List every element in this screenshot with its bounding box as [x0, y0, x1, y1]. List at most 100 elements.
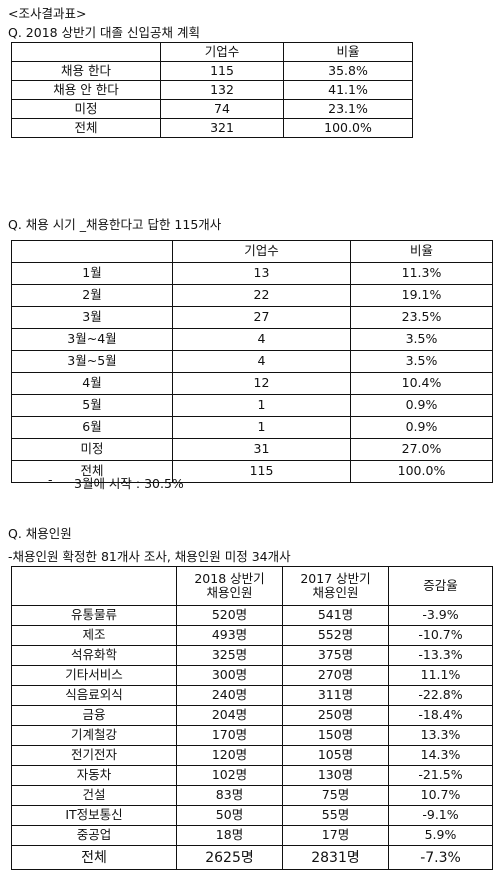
header-cell: 기업수 — [172, 240, 351, 263]
ratio: 27.0% — [350, 438, 493, 461]
header-cell — [11, 240, 173, 263]
headcount-2018: 102명 — [176, 765, 283, 786]
table-row: 채용 한다 115 35.8% — [11, 61, 413, 81]
change-rate: -7.3% — [388, 845, 493, 870]
industry: 식음료외식 — [11, 685, 177, 706]
change-rate: 11.1% — [388, 665, 493, 686]
header-2018: 2018 상반기 채용인원 — [176, 566, 283, 606]
headcount-2018: 300명 — [176, 665, 283, 686]
header-2017: 2017 상반기 채용인원 — [282, 566, 389, 606]
table-row: 금융 204명 250명 -18.4% — [11, 705, 493, 726]
industry: IT정보통신 — [11, 805, 177, 826]
headcount-2017: 75명 — [282, 785, 389, 806]
headcount-2018: 50명 — [176, 805, 283, 826]
headcount-2017: 375명 — [282, 645, 389, 666]
table-row: 미정 31 27.0% — [11, 438, 493, 461]
headcount-2017: 2831명 — [282, 845, 389, 870]
headcount-2018: 240명 — [176, 685, 283, 706]
industry: 전기전자 — [11, 745, 177, 766]
change-rate: -18.4% — [388, 705, 493, 726]
ratio: 3.5% — [350, 350, 493, 373]
headcount-2018: 83명 — [176, 785, 283, 806]
section1-title: Q. 2018 상반기 대졸 신입공채 계획 — [8, 25, 200, 40]
company-count: 115 — [160, 61, 284, 81]
table-row: 전기전자 120명 105명 14.3% — [11, 745, 493, 766]
ratio: 0.9% — [350, 416, 493, 439]
change-rate: -13.3% — [388, 645, 493, 666]
change-rate: 13.3% — [388, 725, 493, 746]
header-cell — [11, 42, 161, 62]
change-rate: -9.1% — [388, 805, 493, 826]
header-cell — [11, 566, 177, 606]
table-row: 전체 321 100.0% — [11, 118, 413, 138]
change-rate: -21.5% — [388, 765, 493, 786]
row-label: 채용 안 한다 — [11, 80, 161, 100]
headcount-2017: 552명 — [282, 625, 389, 646]
change-rate: -10.7% — [388, 625, 493, 646]
ratio: 10.4% — [350, 372, 493, 395]
row-label: 6월 — [11, 416, 173, 439]
change-rate: 10.7% — [388, 785, 493, 806]
table-row: 5월 1 0.9% — [11, 394, 493, 417]
company-count: 31 — [172, 438, 351, 461]
header-cell: 비율 — [350, 240, 493, 263]
row-label: 전체 — [11, 118, 161, 138]
table-header-row: 기업수 비율 — [11, 42, 413, 62]
row-label: 채용 한다 — [11, 61, 161, 81]
ratio: 19.1% — [350, 284, 493, 307]
table-row: 건설 83명 75명 10.7% — [11, 785, 493, 806]
ratio: 3.5% — [350, 328, 493, 351]
headcount-2018: 170명 — [176, 725, 283, 746]
industry: 전체 — [11, 845, 177, 870]
table-row: 3월~4월 4 3.5% — [11, 328, 493, 351]
row-label: 3월 — [11, 306, 173, 329]
hiring-plan-table: 기업수 비율 채용 한다 115 35.8% 채용 안 한다 132 41.1%… — [11, 42, 413, 138]
row-label: 3월~5월 — [11, 350, 173, 373]
industry: 금융 — [11, 705, 177, 726]
ratio: 41.1% — [283, 80, 413, 100]
table-row: 1월 13 11.3% — [11, 262, 493, 285]
industry: 제조 — [11, 625, 177, 646]
table-row: 석유화학 325명 375명 -13.3% — [11, 645, 493, 666]
company-count: 22 — [172, 284, 351, 307]
table-header-row: 기업수 비율 — [11, 240, 493, 263]
headcount-2018: 520명 — [176, 605, 283, 626]
table-row: 3월~5월 4 3.5% — [11, 350, 493, 373]
table-row: 중공업 18명 17명 5.9% — [11, 825, 493, 846]
table-row: 6월 1 0.9% — [11, 416, 493, 439]
table-row: 채용 안 한다 132 41.1% — [11, 80, 413, 100]
company-count: 27 — [172, 306, 351, 329]
hiring-timing-table: 기업수 비율 1월 13 11.3% 2월 22 19.1% 3월 27 23.… — [11, 240, 493, 483]
headcount-2017: 150명 — [282, 725, 389, 746]
headcount-2018: 493명 — [176, 625, 283, 646]
table-row: 2월 22 19.1% — [11, 284, 493, 307]
table-row: 제조 493명 552명 -10.7% — [11, 625, 493, 646]
headcount-2017: 17명 — [282, 825, 389, 846]
headcount-2018: 204명 — [176, 705, 283, 726]
section3-subtitle: -채용인원 확정한 81개사 조사, 채용인원 미정 34개사 — [8, 549, 291, 564]
ratio: 0.9% — [350, 394, 493, 417]
company-count: 4 — [172, 328, 351, 351]
headcount-2018: 2625명 — [176, 845, 283, 870]
industry: 기타서비스 — [11, 665, 177, 686]
section2-title: Q. 채용 시기 _채용한다고 답한 115개사 — [8, 217, 222, 232]
total-row: 전체 2625명 2831명 -7.3% — [11, 845, 493, 870]
headcount-2017: 55명 — [282, 805, 389, 826]
table-row: 유통물류 520명 541명 -3.9% — [11, 605, 493, 626]
company-count: 321 — [160, 118, 284, 138]
header-cell: 비율 — [283, 42, 413, 62]
company-count: 115 — [172, 460, 351, 483]
company-count: 13 — [172, 262, 351, 285]
headcount-2017: 105명 — [282, 745, 389, 766]
change-rate: 5.9% — [388, 825, 493, 846]
company-count: 1 — [172, 416, 351, 439]
row-label: 전체 — [11, 460, 173, 483]
table-header-row: 2018 상반기 채용인원 2017 상반기 채용인원 증감율 — [11, 566, 493, 606]
ratio: 100.0% — [283, 118, 413, 138]
row-label: 미정 — [11, 438, 173, 461]
ratio: 35.8% — [283, 61, 413, 81]
header-change-rate: 증감율 — [388, 566, 493, 606]
change-rate: 14.3% — [388, 745, 493, 766]
industry: 중공업 — [11, 825, 177, 846]
table-row: 전체 115 100.0% — [11, 460, 493, 483]
